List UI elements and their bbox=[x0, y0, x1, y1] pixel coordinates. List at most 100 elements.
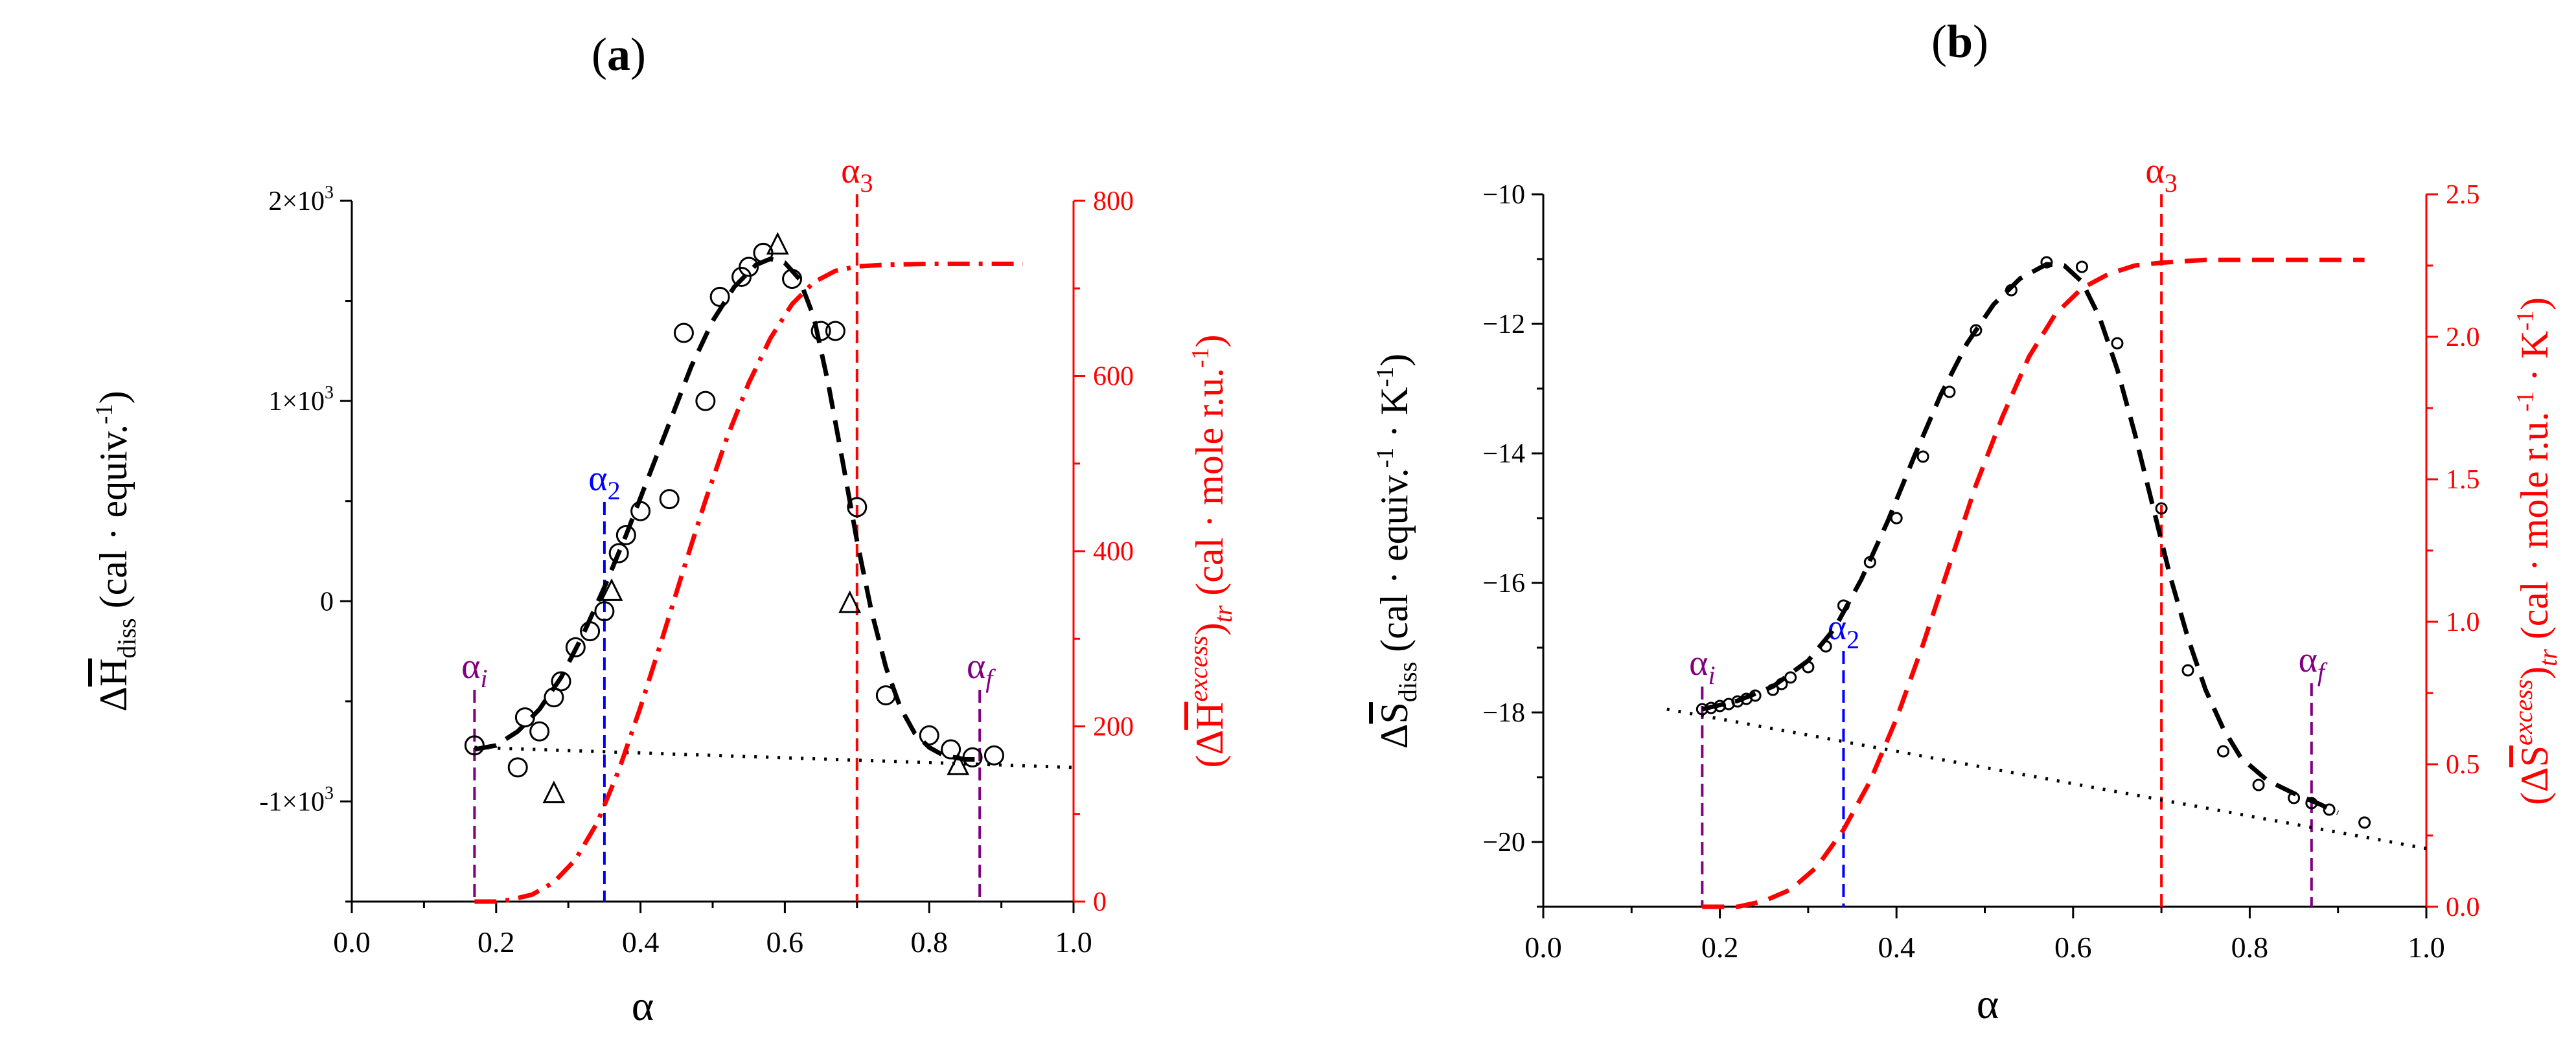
series-line-right-dash-dot bbox=[474, 261, 1023, 904]
y-right-tick-label: 0.5 bbox=[2446, 750, 2480, 780]
y-left-tick-label: −18 bbox=[1482, 698, 1525, 728]
label-sub: tr bbox=[1208, 605, 1237, 622]
label-symbol: S bbox=[2513, 745, 2556, 767]
alpha-sub: f bbox=[985, 664, 996, 693]
label-units-close: ) bbox=[2513, 297, 2556, 310]
panel-title-open: ( bbox=[1931, 16, 1947, 67]
panel-title-letter: b bbox=[1947, 16, 1973, 67]
y-right-axis-label: (ΔSexcess)tr (cal · mole r.u.-1 · K-1) bbox=[2509, 297, 2562, 805]
data-point-circle bbox=[2111, 337, 2124, 350]
y-right-tick-label: 0 bbox=[1093, 887, 1107, 917]
label-units-exp2: -1 bbox=[1372, 367, 1399, 387]
y-right-tick-label: 200 bbox=[1093, 712, 1134, 742]
alpha-sub: f bbox=[2317, 657, 2328, 687]
data-point-circle bbox=[1916, 450, 1929, 463]
label-units-exp: -1 bbox=[2512, 391, 2539, 412]
label-sup: excess bbox=[1184, 635, 1213, 701]
alpha-base: α bbox=[1689, 643, 1708, 683]
alpha-marker-label: αf bbox=[2299, 640, 2328, 687]
y-left-tick-label: −14 bbox=[1482, 439, 1525, 469]
data-point-circle bbox=[551, 671, 571, 692]
y-left-tick-label: −16 bbox=[1482, 569, 1525, 598]
label-units-mid: · K bbox=[2513, 331, 2556, 391]
data-point-circle bbox=[615, 525, 636, 545]
x-axis-label: α bbox=[1977, 981, 1999, 1028]
series-line-left-dashed bbox=[1701, 262, 2340, 815]
panel-b: (b) 0.0 0.2 0.4 0.6 0.8 1.0 α −20 −18 −16 −14 −12 −10… bbox=[1372, 16, 2562, 1028]
label-open: (Δ bbox=[2513, 767, 2556, 805]
x-tick-label: 0.8 bbox=[910, 926, 948, 959]
tick-base: 0 bbox=[320, 587, 334, 617]
y-left-tick-label: −10 bbox=[1482, 180, 1525, 210]
data-point-circle bbox=[941, 739, 961, 760]
data-point-circle bbox=[847, 497, 868, 517]
data-point-circle bbox=[825, 321, 845, 341]
x-axis-label: α bbox=[632, 983, 654, 1030]
data-point-circle bbox=[695, 391, 716, 411]
panel-title-letter: a bbox=[607, 28, 630, 80]
alpha-sub: i bbox=[1708, 661, 1715, 690]
x-tick-label: 0.8 bbox=[2231, 931, 2269, 964]
panel-title-close: ) bbox=[1973, 16, 1988, 67]
alpha-sub: i bbox=[480, 664, 487, 693]
y-right-tick-label: 0.0 bbox=[2446, 893, 2480, 922]
x-tick-label: 0.0 bbox=[333, 926, 371, 959]
data-point-circle bbox=[983, 745, 1004, 766]
y-right-tick-label: 600 bbox=[1093, 362, 1134, 392]
data-point-circle bbox=[1970, 324, 1983, 337]
label-units: (cal · equiv. bbox=[1373, 468, 1416, 662]
alpha-marker-label: αf bbox=[967, 646, 996, 693]
data-point-circle bbox=[2358, 816, 2371, 829]
alpha-base: α bbox=[841, 151, 860, 191]
data-point-circle bbox=[2323, 803, 2336, 816]
label-units-close: ) bbox=[1188, 335, 1231, 348]
data-point-circle bbox=[2252, 779, 2265, 791]
data-point-circle bbox=[565, 637, 586, 657]
panel-a: (a)0.0 0.2 0.4 0.6 0.8 1.0α-1×10301×1032×1030… bbox=[91, 28, 1237, 1030]
x-tick-label: 0.2 bbox=[477, 926, 515, 959]
data-point-triangle bbox=[766, 232, 789, 255]
alpha-sub: 3 bbox=[2165, 168, 2178, 198]
label-symbol: H bbox=[1188, 702, 1231, 730]
alpha-marker-label: αi bbox=[461, 646, 487, 693]
alpha-base: α bbox=[461, 646, 480, 687]
y-left-tick-label: −12 bbox=[1482, 310, 1525, 339]
alpha-marker-label: α3 bbox=[841, 151, 873, 198]
label-units: (cal · mole r.u. bbox=[2513, 412, 2556, 650]
data-point-circle bbox=[2217, 745, 2230, 758]
data-point-circle bbox=[659, 489, 680, 510]
label-symbol: H bbox=[92, 659, 135, 687]
data-point-circle bbox=[919, 725, 939, 745]
label-units-exp: -1 bbox=[1187, 348, 1214, 369]
alpha-marker-label: αi bbox=[1689, 643, 1715, 690]
series-line-right-dashed bbox=[1702, 257, 2365, 909]
y-left-tick-label: 1×103 bbox=[268, 383, 334, 416]
x-tick-label: 1.0 bbox=[1055, 926, 1092, 959]
series-line-left-dashed bbox=[474, 256, 980, 762]
alpha-marker-label: α2 bbox=[588, 459, 620, 505]
data-point-circle bbox=[630, 501, 651, 521]
label-close: ) bbox=[2513, 666, 2556, 679]
series-line-left-dotted bbox=[474, 745, 1074, 769]
x-tick-label: 0.4 bbox=[622, 926, 660, 959]
y-left-tick-label: −20 bbox=[1482, 828, 1525, 858]
y-right-tick-label: 1.0 bbox=[2446, 608, 2480, 637]
data-point-triangle bbox=[838, 590, 862, 613]
label-sub: tr bbox=[2533, 649, 2562, 666]
series-line-left-dotted bbox=[1666, 707, 2427, 850]
label-units: (cal · mole r.u. bbox=[1188, 368, 1231, 606]
x-tick-label: 0.2 bbox=[1701, 931, 1739, 964]
label-delta: Δ bbox=[1373, 723, 1416, 749]
y-right-tick-label: 400 bbox=[1093, 537, 1134, 567]
data-point-circle bbox=[507, 757, 528, 778]
panel-title-close: ) bbox=[630, 28, 646, 80]
panel-title: (b) bbox=[1931, 16, 1988, 67]
data-point-circle bbox=[731, 266, 752, 287]
data-point-circle bbox=[2181, 664, 2194, 677]
y-left-tick-label: 0 bbox=[320, 587, 334, 617]
label-close: ) bbox=[1188, 622, 1231, 635]
label-delta: Δ bbox=[92, 687, 135, 712]
alpha-base: α bbox=[2145, 151, 2164, 191]
data-point-triangle bbox=[600, 578, 623, 601]
